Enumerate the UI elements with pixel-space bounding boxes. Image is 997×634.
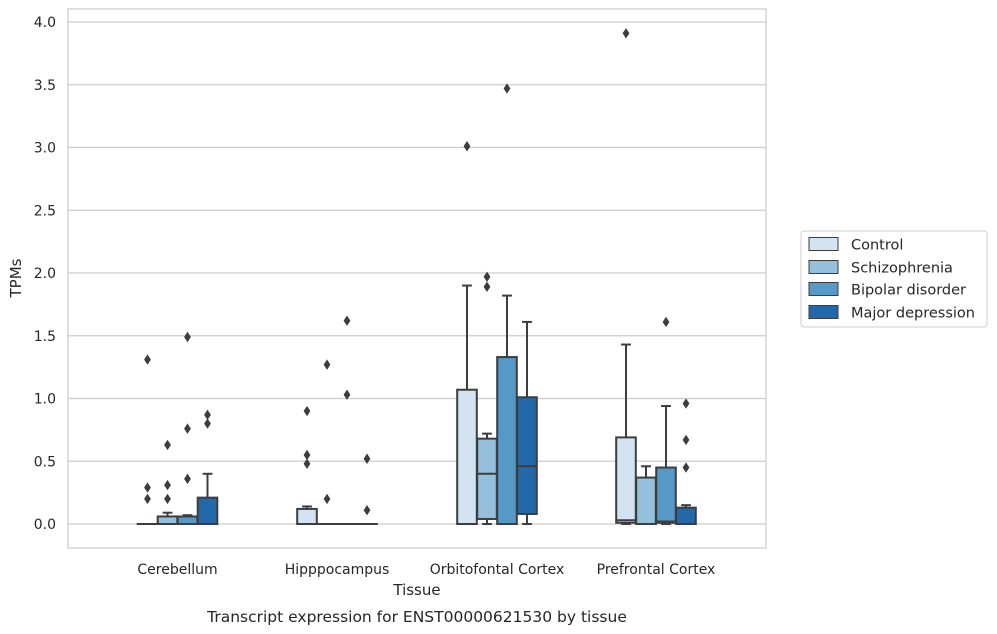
outlier-point (323, 493, 331, 505)
box-body (655, 466, 677, 524)
y-tick-label: 0.0 (34, 517, 56, 533)
box-control (615, 28, 637, 525)
box-body (176, 515, 199, 525)
box-schizophrenia (476, 271, 498, 525)
legend-swatch (808, 305, 839, 319)
outlier-point (622, 28, 630, 39)
y-axis-ticks: 0.0 0.5 1.0 1.5 2.0 2.5 3.0 3.5 4.0 (34, 15, 56, 533)
outlier-point (184, 473, 191, 485)
outlier-point (164, 479, 171, 491)
legend-entry: Bipolar disorder (851, 283, 966, 299)
y-tick-label: 1.0 (34, 392, 56, 408)
outlier-point (164, 493, 171, 505)
box-body (476, 437, 498, 520)
outlier-point (303, 458, 311, 469)
outlier-point (184, 331, 191, 343)
legend-entry: Major depression (851, 306, 975, 322)
box-control (296, 405, 318, 526)
outlier-point (503, 83, 511, 94)
legend-entry: Schizophrenia (851, 261, 953, 277)
box-body (196, 496, 219, 525)
outlier-point (303, 405, 311, 417)
box-control (456, 141, 478, 525)
outlier-point (363, 504, 371, 516)
box-major-depression (356, 453, 378, 526)
x-tick-label: Cerebellum (137, 562, 217, 578)
legend-swatch (808, 282, 839, 296)
outlier-point (144, 482, 151, 493)
box-bipolar-disorder (336, 315, 358, 526)
y-tick-label: 4.0 (34, 15, 56, 31)
box-major-depression (196, 409, 219, 525)
box-bipolar-disorder (655, 316, 677, 525)
x-axis-label: Tissue (392, 581, 440, 599)
box-control (136, 354, 159, 526)
grid-lines (68, 21, 766, 525)
outlier-point (303, 449, 311, 461)
box-schizophrenia (316, 359, 338, 526)
outlier-point (323, 359, 331, 370)
outlier-point (204, 418, 211, 429)
outlier-point (463, 141, 471, 152)
outlier-point (483, 271, 491, 282)
outlier-point (144, 493, 151, 505)
box-major-depression (516, 320, 538, 525)
outlier-point (682, 398, 690, 409)
chart-caption: Transcript expression for ENST0000062153… (206, 608, 627, 626)
box-body (516, 396, 538, 515)
box-bipolar-disorder (176, 331, 199, 525)
outlier-point (164, 439, 171, 451)
box-body (296, 507, 318, 526)
box-body (615, 436, 637, 524)
y-tick-label: 3.5 (34, 78, 56, 94)
plot-area-frame (67, 8, 767, 549)
box-body (456, 388, 478, 525)
y-tick-label: 1.5 (34, 329, 56, 345)
x-tick-label: Hipppocampus (285, 562, 390, 578)
box-major-depression (675, 398, 697, 525)
outlier-point (204, 409, 211, 421)
box-body (156, 515, 179, 525)
y-axis-label: TPMs (7, 258, 25, 298)
outlier-point (144, 354, 151, 365)
outlier-point (682, 434, 690, 446)
outlier-point (483, 281, 491, 293)
box-body (675, 506, 697, 525)
box-body (635, 476, 657, 526)
outlier-point (662, 316, 670, 328)
outlier-point (343, 389, 351, 400)
y-tick-label: 2.5 (34, 203, 56, 219)
box-bipolar-disorder (496, 83, 518, 525)
y-tick-label: 0.5 (34, 454, 56, 470)
outlier-point (343, 315, 351, 326)
y-tick-label: 2.0 (34, 266, 56, 282)
outlier-point (363, 453, 371, 464)
box-schizophrenia (635, 465, 657, 526)
box-schizophrenia (156, 439, 179, 525)
box-body (496, 356, 518, 525)
legend-entry: Control (851, 238, 903, 254)
y-tick-label: 3.0 (34, 141, 56, 157)
x-tick-label: Orbitofontal Cortex (430, 562, 565, 578)
legend-frame (800, 230, 988, 328)
outlier-point (184, 423, 191, 434)
outlier-point (682, 462, 690, 473)
x-tick-label: Prefrontal Cortex (597, 562, 716, 578)
legend-swatch (808, 237, 839, 251)
legend-swatch (808, 260, 839, 274)
x-axis-ticks: Cerebellum Hipppocampus Orbitofontal Corte… (137, 562, 715, 578)
boxes (136, 28, 697, 526)
legend: Control Schizophrenia Bipolar disorder Majo… (800, 230, 988, 328)
